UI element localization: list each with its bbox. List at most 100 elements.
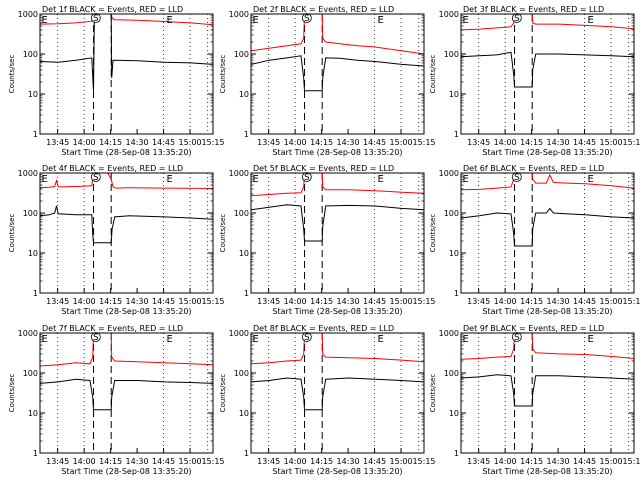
marker-label: S bbox=[93, 173, 99, 183]
y-axis-label: Counts/sec bbox=[429, 374, 437, 413]
x-tick-label: 14:45 bbox=[573, 297, 596, 306]
marker-label: S bbox=[304, 173, 310, 183]
marker-label: E bbox=[166, 334, 172, 345]
x-tick-label: 15:00 bbox=[179, 297, 202, 306]
panel-title: Det 2f BLACK = Events, RED = LLD bbox=[253, 5, 394, 14]
y-axis-label: Counts/sec bbox=[219, 55, 227, 94]
x-tick-label: 14:45 bbox=[573, 457, 596, 466]
panel-title: Det 9f BLACK = Events, RED = LLD bbox=[463, 324, 604, 333]
series-lld-red bbox=[39, 332, 214, 367]
x-tick-label: 14:15 bbox=[520, 457, 543, 466]
x-tick-label: 14:00 bbox=[73, 457, 96, 466]
series-lld-red bbox=[460, 13, 635, 31]
x-axis-label: Start Time (28-Sep-08 13:35:20) bbox=[272, 148, 402, 157]
marker-label: E bbox=[462, 15, 468, 26]
x-tick-label: 14:45 bbox=[363, 138, 386, 147]
x-tick-label: 14:30 bbox=[126, 297, 149, 306]
y-tick-label: 100 bbox=[444, 50, 459, 59]
x-axis-label: Start Time (28-Sep-08 13:35:20) bbox=[272, 307, 402, 316]
y-tick-label: 1 bbox=[454, 289, 459, 298]
x-axis-label: Start Time (28-Sep-08 13:35:20) bbox=[61, 148, 191, 157]
series-lld-red bbox=[250, 172, 425, 197]
series-lld-red bbox=[39, 172, 214, 189]
x-axis-label: Start Time (28-Sep-08 13:35:20) bbox=[61, 467, 191, 476]
y-tick-label: 10 bbox=[239, 409, 249, 418]
plot-frame bbox=[460, 172, 635, 294]
marker-label: E bbox=[377, 334, 383, 345]
plot-frame bbox=[39, 332, 214, 454]
x-tick-label: 15:15 bbox=[201, 297, 224, 306]
x-tick-label: 13:45 bbox=[467, 138, 490, 147]
x-tick-label: 13:45 bbox=[257, 138, 280, 147]
x-tick-label: 15:00 bbox=[390, 297, 413, 306]
y-tick-label: 100 bbox=[234, 50, 249, 59]
x-tick-label: 15:00 bbox=[600, 457, 623, 466]
series-events-black bbox=[460, 374, 635, 407]
marker-label: E bbox=[462, 334, 468, 345]
x-tick-label: 15:15 bbox=[201, 457, 224, 466]
y-tick-label: 1 bbox=[244, 289, 249, 298]
x-tick-label: 14:15 bbox=[520, 297, 543, 306]
panel-title: Det 8f BLACK = Events, RED = LLD bbox=[253, 324, 394, 333]
x-tick-label: 14:30 bbox=[337, 138, 360, 147]
series-events-black bbox=[250, 377, 425, 411]
x-tick-label: 14:30 bbox=[547, 138, 570, 147]
marker-label: E bbox=[462, 174, 468, 185]
y-tick-label: 10 bbox=[239, 90, 249, 99]
marker-label: E bbox=[377, 174, 383, 185]
panel-title: Det 6f BLACK = Events, RED = LLD bbox=[463, 164, 604, 173]
y-tick-label: 1 bbox=[454, 449, 459, 458]
marker-label: S bbox=[514, 173, 520, 183]
x-tick-label: 14:00 bbox=[494, 138, 517, 147]
x-tick-label: 15:00 bbox=[390, 457, 413, 466]
x-tick-label: 13:45 bbox=[46, 457, 69, 466]
y-tick-label: 1000 bbox=[18, 10, 38, 19]
x-axis-label: Start Time (28-Sep-08 13:35:20) bbox=[61, 307, 191, 316]
x-tick-label: 14:00 bbox=[284, 138, 307, 147]
marker-label: S bbox=[514, 333, 520, 343]
x-tick-label: 14:15 bbox=[310, 457, 333, 466]
x-tick-label: 15:15 bbox=[622, 457, 640, 466]
marker-label: E bbox=[41, 334, 47, 345]
y-tick-label: 1000 bbox=[18, 169, 38, 178]
marker-label: E bbox=[587, 174, 593, 185]
y-tick-label: 100 bbox=[23, 50, 38, 59]
y-tick-label: 1 bbox=[33, 289, 38, 298]
y-tick-label: 1000 bbox=[229, 169, 249, 178]
y-tick-label: 1000 bbox=[439, 329, 459, 338]
y-tick-label: 1 bbox=[33, 449, 38, 458]
y-tick-label: 10 bbox=[239, 249, 249, 258]
x-tick-label: 15:00 bbox=[600, 297, 623, 306]
marker-label: S bbox=[93, 333, 99, 343]
x-axis-label: Start Time (28-Sep-08 13:35:20) bbox=[482, 148, 612, 157]
plot-frame bbox=[460, 332, 635, 454]
x-tick-label: 14:15 bbox=[99, 138, 122, 147]
series-events-black bbox=[39, 378, 214, 411]
x-tick-label: 14:30 bbox=[547, 457, 570, 466]
marker-label: S bbox=[514, 14, 520, 24]
x-tick-label: 14:45 bbox=[573, 138, 596, 147]
y-tick-label: 1 bbox=[454, 130, 459, 139]
y-tick-label: 1000 bbox=[229, 10, 249, 19]
x-tick-label: 14:00 bbox=[284, 297, 307, 306]
x-tick-label: 14:15 bbox=[99, 297, 122, 306]
series-events-black bbox=[460, 207, 635, 247]
x-tick-label: 14:15 bbox=[310, 138, 333, 147]
plot-frame bbox=[250, 172, 425, 294]
y-tick-label: 10 bbox=[449, 90, 459, 99]
x-tick-label: 13:45 bbox=[46, 138, 69, 147]
y-tick-label: 1000 bbox=[229, 329, 249, 338]
x-axis-label: Start Time (28-Sep-08 13:35:20) bbox=[272, 467, 402, 476]
x-tick-label: 15:00 bbox=[179, 457, 202, 466]
series-lld-red bbox=[460, 332, 635, 360]
x-tick-label: 15:15 bbox=[201, 138, 224, 147]
panel-title: Det 4f BLACK = Events, RED = LLD bbox=[42, 164, 183, 173]
y-axis-label: Counts/sec bbox=[219, 374, 227, 413]
y-tick-label: 100 bbox=[234, 369, 249, 378]
x-tick-label: 14:00 bbox=[284, 457, 307, 466]
y-axis-label: Counts/sec bbox=[429, 214, 437, 253]
